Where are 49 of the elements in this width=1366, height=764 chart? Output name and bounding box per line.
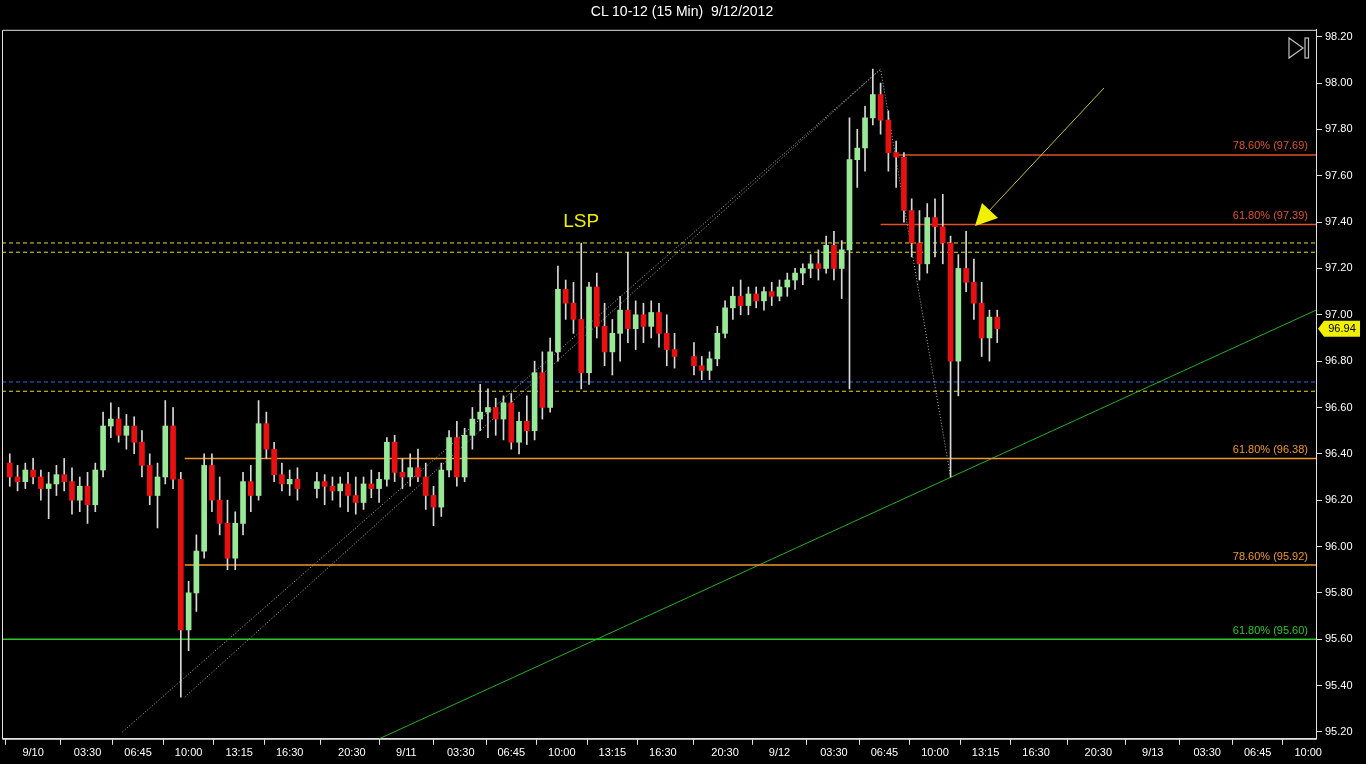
- annotation: LSP: [563, 209, 600, 231]
- x-tick-label: 9/10: [22, 746, 44, 759]
- x-tick-label: 03:30: [73, 746, 102, 759]
- x-tick-label: 16:30: [649, 746, 677, 759]
- y-tick-label: 96.40: [1325, 446, 1353, 459]
- y-tick-label: 97.60: [1325, 168, 1353, 181]
- x-tick-label: 06:45: [870, 746, 899, 759]
- y-tick-label: 98.00: [1325, 76, 1353, 89]
- y-tick-label: 97.00: [1325, 307, 1353, 320]
- x-tick-label: 16:30: [275, 746, 304, 759]
- x-tick-label: 10:00: [548, 746, 576, 759]
- x-tick-label: 13:15: [225, 746, 253, 759]
- y-tick-label: 96.80: [1325, 354, 1353, 367]
- x-tick-label: 10:00: [174, 746, 203, 759]
- x-tick-label: 03:30: [446, 746, 475, 759]
- y-tick-label: 95.80: [1325, 585, 1353, 598]
- y-tick-label: 98.20: [1325, 29, 1353, 42]
- y-tick-label: 95.60: [1325, 632, 1353, 645]
- x-tick-label: 06:45: [497, 746, 526, 759]
- x-tick-label: 13:15: [971, 746, 1000, 759]
- x-tick-label: 9/13: [1142, 746, 1164, 759]
- y-tick-label: 96.60: [1325, 400, 1353, 413]
- x-tick-label: 03:30: [820, 746, 848, 759]
- y-tick-label: 97.20: [1325, 261, 1353, 274]
- x-tick-label: 20:30: [711, 746, 739, 759]
- x-tick-label: 03:30: [1193, 746, 1221, 759]
- x-tick-label: 06:45: [124, 746, 152, 759]
- x-tick-label: 13:15: [598, 746, 627, 759]
- y-tick-label: 97.80: [1325, 122, 1353, 135]
- y-tick-label: 97.40: [1325, 215, 1353, 228]
- series-label: 78.60% (97.69): [1232, 139, 1308, 152]
- x-tick-label: 20:30: [1084, 746, 1113, 759]
- x-tick-label: 16:30: [1022, 746, 1050, 759]
- x-tick-label: 9/11: [396, 746, 417, 759]
- chart-title: CL 10-12 (15 Min) 9/12/2012: [590, 3, 774, 20]
- y-tick-label: 96.00: [1325, 539, 1353, 552]
- x-tick-label: 9/12: [768, 746, 791, 759]
- x-tick-label: 20:30: [338, 746, 366, 759]
- y-tick-label: 96.20: [1325, 493, 1353, 506]
- x-tick-label: 06:45: [1243, 746, 1272, 759]
- x-tick-label: 10:00: [1294, 746, 1322, 759]
- y-tick-label: 95.40: [1325, 678, 1353, 691]
- text: 96.94: [1328, 321, 1356, 334]
- x-tick-label: 10:00: [921, 746, 949, 759]
- series-label: 61.80% (96.38): [1232, 442, 1308, 455]
- y-tick-label: 95.20: [1325, 724, 1353, 737]
- series-label: 61.80% (95.60): [1232, 623, 1308, 636]
- series-label: 61.80% (97.39): [1232, 208, 1308, 221]
- series-label: 78.60% (95.92): [1232, 549, 1308, 562]
